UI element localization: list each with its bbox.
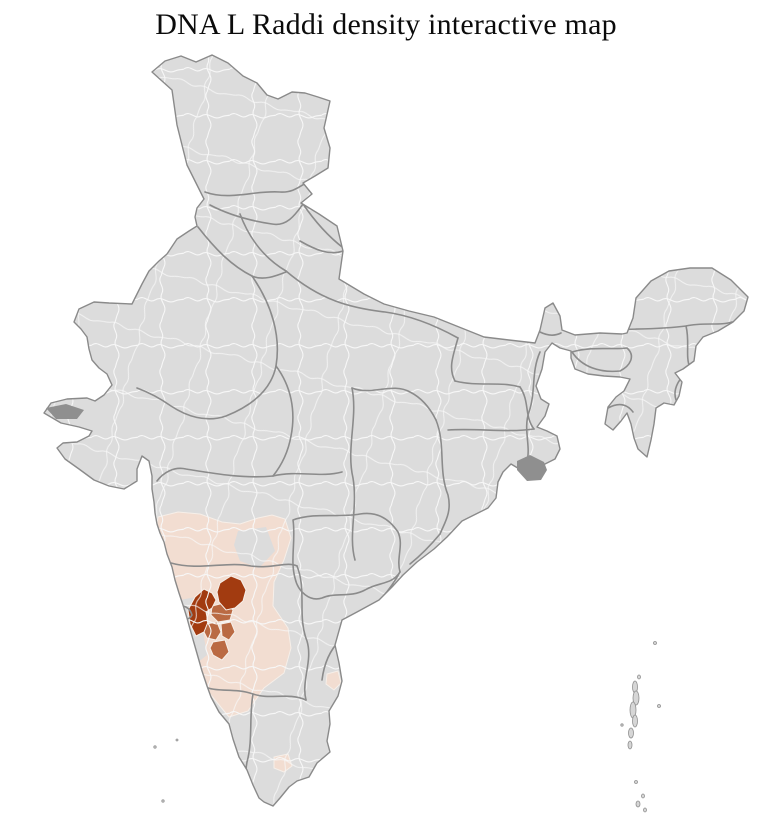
dark-terrain-patches [46, 404, 547, 481]
andaman-nicobar-islands[interactable] [620, 641, 661, 813]
state-borders [136, 182, 733, 797]
sundarbans-delta-patch [517, 455, 547, 481]
kutch-west-patch [46, 404, 84, 419]
district-boundaries [44, 55, 748, 806]
lakshadweep-islands[interactable] [153, 738, 179, 803]
map-title: DNA L Raddi density interactive map [155, 8, 617, 41]
